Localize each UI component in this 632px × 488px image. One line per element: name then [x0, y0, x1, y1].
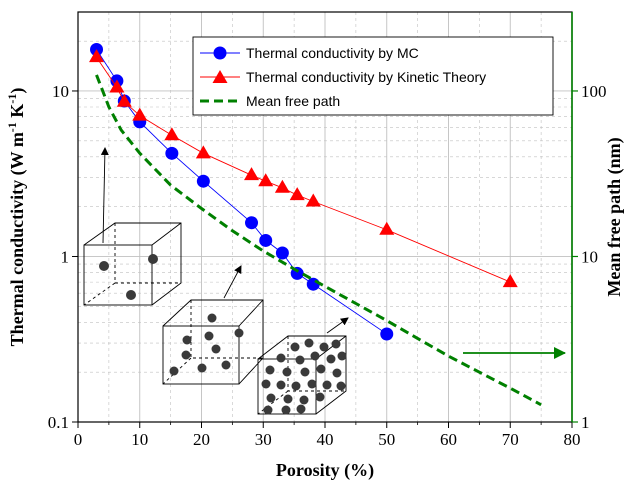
cube-front-face [162, 325, 240, 385]
data-point-mc [306, 277, 320, 291]
data-point-kinetic [109, 79, 125, 93]
inset-arrow-2 [223, 265, 242, 299]
data-point-mc [275, 246, 289, 260]
y-left-tick-label: 1 [61, 247, 70, 266]
legend: Thermal conductivity by MC Thermal condu… [192, 36, 554, 116]
y-right-tick-label: 100 [581, 82, 607, 101]
data-point-mc [245, 216, 259, 230]
x-tick-label: 70 [502, 430, 519, 449]
x-tick-label: 80 [564, 430, 581, 449]
pore-dot [126, 290, 136, 300]
cube-back-edges [83, 222, 182, 306]
y-right-tick-label: 10 [581, 247, 598, 266]
data-point-mc [196, 174, 210, 188]
series-layer [89, 43, 542, 407]
pore-dot [148, 254, 158, 264]
data-point-kinetic [132, 107, 148, 121]
pore-dot [204, 331, 214, 341]
series-line-2 [95, 74, 542, 407]
pore-dot [99, 261, 109, 271]
data-point-kinetic [195, 145, 211, 159]
legend-marker-kinetic [212, 70, 228, 83]
legend-box [192, 36, 554, 116]
data-point-kinetic [116, 93, 132, 107]
legend-label-mc: Thermal conductivity by MC [246, 45, 419, 61]
pore-dot [221, 360, 231, 370]
axis-ticks: 0 10 20 30 40 50 60 70 80 0.1 1 10 1 10 100 [48, 82, 607, 449]
pore-dot [182, 335, 192, 345]
y-axis-right-title: Mean free path (nm) [604, 137, 625, 296]
x-tick-label: 20 [193, 430, 210, 449]
legend-label-kinetic: Thermal conductivity by Kinetic Theory [246, 69, 486, 85]
data-point-kinetic [274, 179, 290, 193]
legend-label-mfp: Mean free path [246, 93, 340, 109]
y-left-tick-label: 0.1 [48, 413, 69, 432]
cube-back-edges [257, 335, 347, 415]
x-tick-label: 10 [131, 430, 148, 449]
data-point-kinetic [289, 187, 305, 201]
data-point-mc [380, 327, 394, 341]
pore-dot [181, 350, 191, 360]
pore-dot [211, 344, 221, 354]
cube-hidden-edges [257, 336, 346, 415]
data-point-kinetic [379, 221, 395, 235]
data-point-kinetic [89, 49, 105, 63]
pore-dot [234, 328, 244, 338]
y-left-tick-label: 10 [52, 82, 69, 101]
x-tick-label: 40 [317, 430, 334, 449]
data-point-mc [259, 233, 273, 247]
cube-hidden-edges [83, 223, 181, 306]
inset-arrow-3 [326, 317, 349, 334]
cube-front-face [83, 244, 153, 306]
pore-dot [169, 366, 179, 376]
x-tick-label: 60 [440, 430, 457, 449]
x-tick-label: 50 [378, 430, 395, 449]
data-point-mc [165, 146, 179, 160]
y-axis-left-title: Thermal conductivity (W m-1 K-1) [5, 88, 28, 347]
x-tick-label: 30 [255, 430, 272, 449]
legend-marker-mc [213, 46, 227, 60]
x-tick-label: 0 [74, 430, 83, 449]
pore-dot [197, 363, 207, 373]
pore-cluster [261, 338, 347, 415]
data-point-kinetic [244, 167, 260, 181]
data-point-kinetic [258, 173, 274, 187]
y-right-tick-label: 1 [581, 413, 590, 432]
cube-back-edges [162, 299, 264, 385]
data-point-kinetic [164, 127, 180, 141]
x-axis-title: Porosity (%) [276, 460, 374, 481]
cube-inset-high-porosity [257, 335, 347, 415]
cube-inset-low-porosity [83, 222, 182, 306]
inset-arrow-1 [100, 147, 109, 244]
data-point-kinetic [305, 193, 321, 207]
data-point-kinetic [502, 274, 518, 288]
cube-inset-mid-porosity [162, 299, 264, 385]
pore-dot [207, 313, 217, 323]
